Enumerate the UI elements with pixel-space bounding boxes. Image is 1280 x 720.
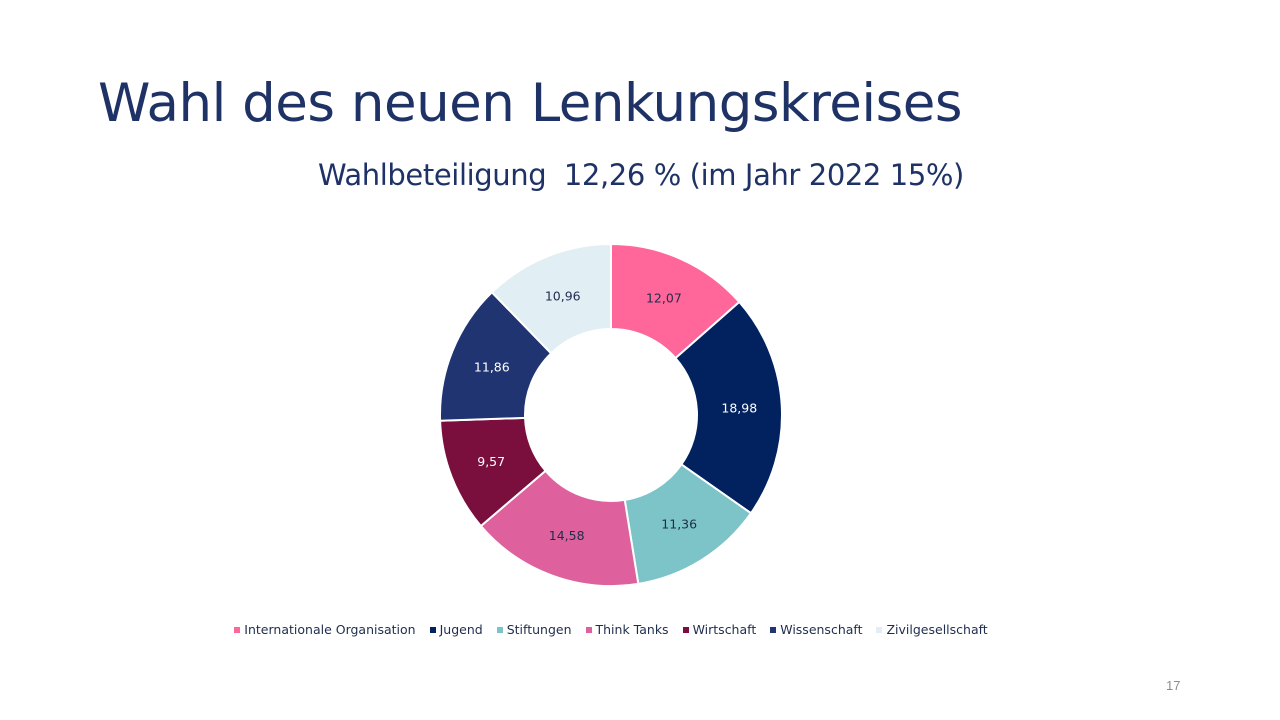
legend-label: Jugend <box>439 622 483 637</box>
legend-swatch <box>876 626 883 633</box>
data-label-jugend: 18,98 <box>721 400 757 415</box>
data-label-zivilgesellschaft: 10,96 <box>545 288 581 303</box>
legend-label: Think Tanks <box>595 622 669 637</box>
legend-swatch <box>585 626 592 633</box>
data-label-wissenschaft: 11,86 <box>474 359 510 374</box>
page-number: 17 <box>1166 678 1181 693</box>
donut-data-labels: 12,07 18,98 11,36 14,58 9,57 11,86 10,96 <box>474 288 757 543</box>
legend-label: Internationale Organisation <box>244 622 416 637</box>
legend-label: Stiftungen <box>506 622 572 637</box>
donut-slices <box>439 242 783 587</box>
data-label-wirtschaft: 9,57 <box>477 454 505 469</box>
legend-item-jugend: Jugend <box>429 622 483 637</box>
legend-label: Zivilgesellschaft <box>886 622 988 637</box>
legend-swatch <box>496 626 503 633</box>
legend-item-wirtschaft: Wirtschaft <box>682 622 757 637</box>
legend-swatch <box>770 626 777 633</box>
legend-item-stiftungen: Stiftungen <box>496 622 572 637</box>
slide-subtitle: Wahlbeteiligung 12,26 % (im Jahr 2022 15… <box>318 158 964 192</box>
data-label-think-tanks: 14,58 <box>549 528 585 543</box>
slide-title: Wahl des neuen Lenkungskreises <box>98 73 962 134</box>
legend-swatch <box>682 626 689 633</box>
legend-label: Wirtschaft <box>692 622 757 637</box>
legend-item-think-tanks: Think Tanks <box>585 622 669 637</box>
data-label-stiftungen: 11,36 <box>661 516 697 531</box>
slice-think-tanks <box>479 469 640 587</box>
legend-item-zivilgesellschaft: Zivilgesellschaft <box>876 622 988 637</box>
chart-legend: Internationale Organisation Jugend Stiftun… <box>0 622 1222 637</box>
legend-item-internationale-organisation: Internationale Organisation <box>234 622 416 637</box>
slice-zivilgesellschaft <box>490 242 612 355</box>
slice-jugend <box>674 300 783 515</box>
legend-swatch <box>234 626 241 633</box>
legend-swatch <box>429 626 436 633</box>
legend-label: Wissenschaft <box>780 622 863 637</box>
data-label-internationale-organisation: 12,07 <box>646 290 682 305</box>
legend-item-wissenschaft: Wissenschaft <box>770 622 862 637</box>
